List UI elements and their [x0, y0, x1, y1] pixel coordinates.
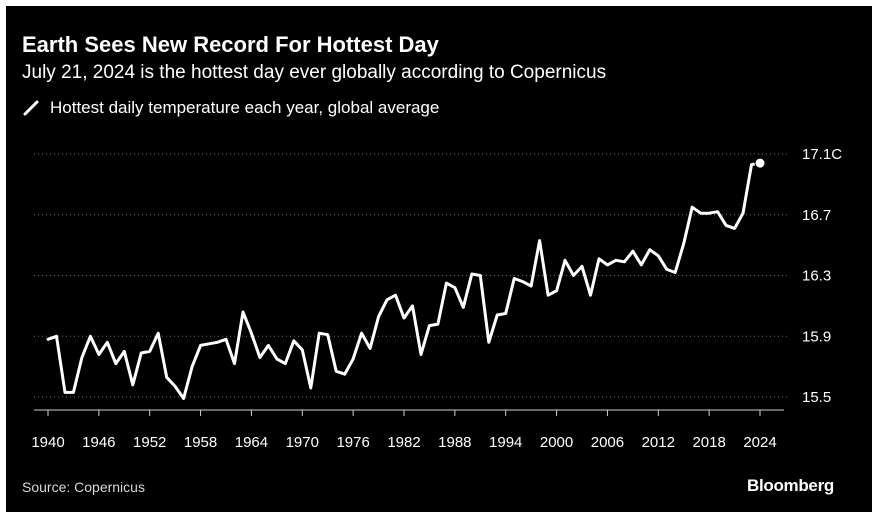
source-note: Source: Copernicus: [22, 479, 145, 495]
x-tick-label-13: 2018: [692, 434, 725, 451]
x-tick-label-7: 1982: [387, 434, 420, 451]
legend-label: Hottest daily temperature each year, glo…: [50, 98, 440, 117]
x-tick-label-8: 1988: [438, 434, 471, 451]
y-tick-label-0: 15.5: [802, 389, 831, 406]
y-tick-label-4: 17.1C: [802, 146, 842, 163]
x-tick-label-11: 2006: [591, 434, 624, 451]
legend-line-icon: [23, 100, 39, 116]
y-tick-label-2: 16.3: [802, 268, 831, 285]
x-tick-label-5: 1970: [286, 434, 319, 451]
x-tick-label-3: 1958: [184, 434, 217, 451]
x-tick-label-9: 1994: [489, 434, 522, 451]
x-tick-label-1: 1946: [82, 434, 115, 451]
x-tick-label-0: 1940: [31, 434, 64, 451]
chart-title: Earth Sees New Record For Hottest Day: [22, 32, 439, 57]
brand-logo: Bloomberg: [746, 476, 834, 495]
legend: Hottest daily temperature each year, glo…: [22, 98, 439, 118]
chart-subtitle: July 21, 2024 is the hottest day ever gl…: [22, 62, 607, 83]
x-tick-label-14: 2024: [743, 434, 776, 451]
y-tick-label-3: 16.7: [802, 207, 831, 224]
x-tick-label-10: 2000: [540, 434, 573, 451]
record-point-marker: [754, 157, 766, 169]
y-tick-label-1: 15.9: [802, 328, 831, 345]
series-line-hottest-daily-temp: [46, 161, 762, 400]
chart-frame: [6, 6, 872, 512]
x-tick-label-12: 2012: [642, 434, 675, 451]
x-tick-label-2: 1952: [133, 434, 166, 451]
x-tick-label-6: 1976: [336, 434, 369, 451]
x-tick-label-4: 1964: [235, 434, 268, 451]
